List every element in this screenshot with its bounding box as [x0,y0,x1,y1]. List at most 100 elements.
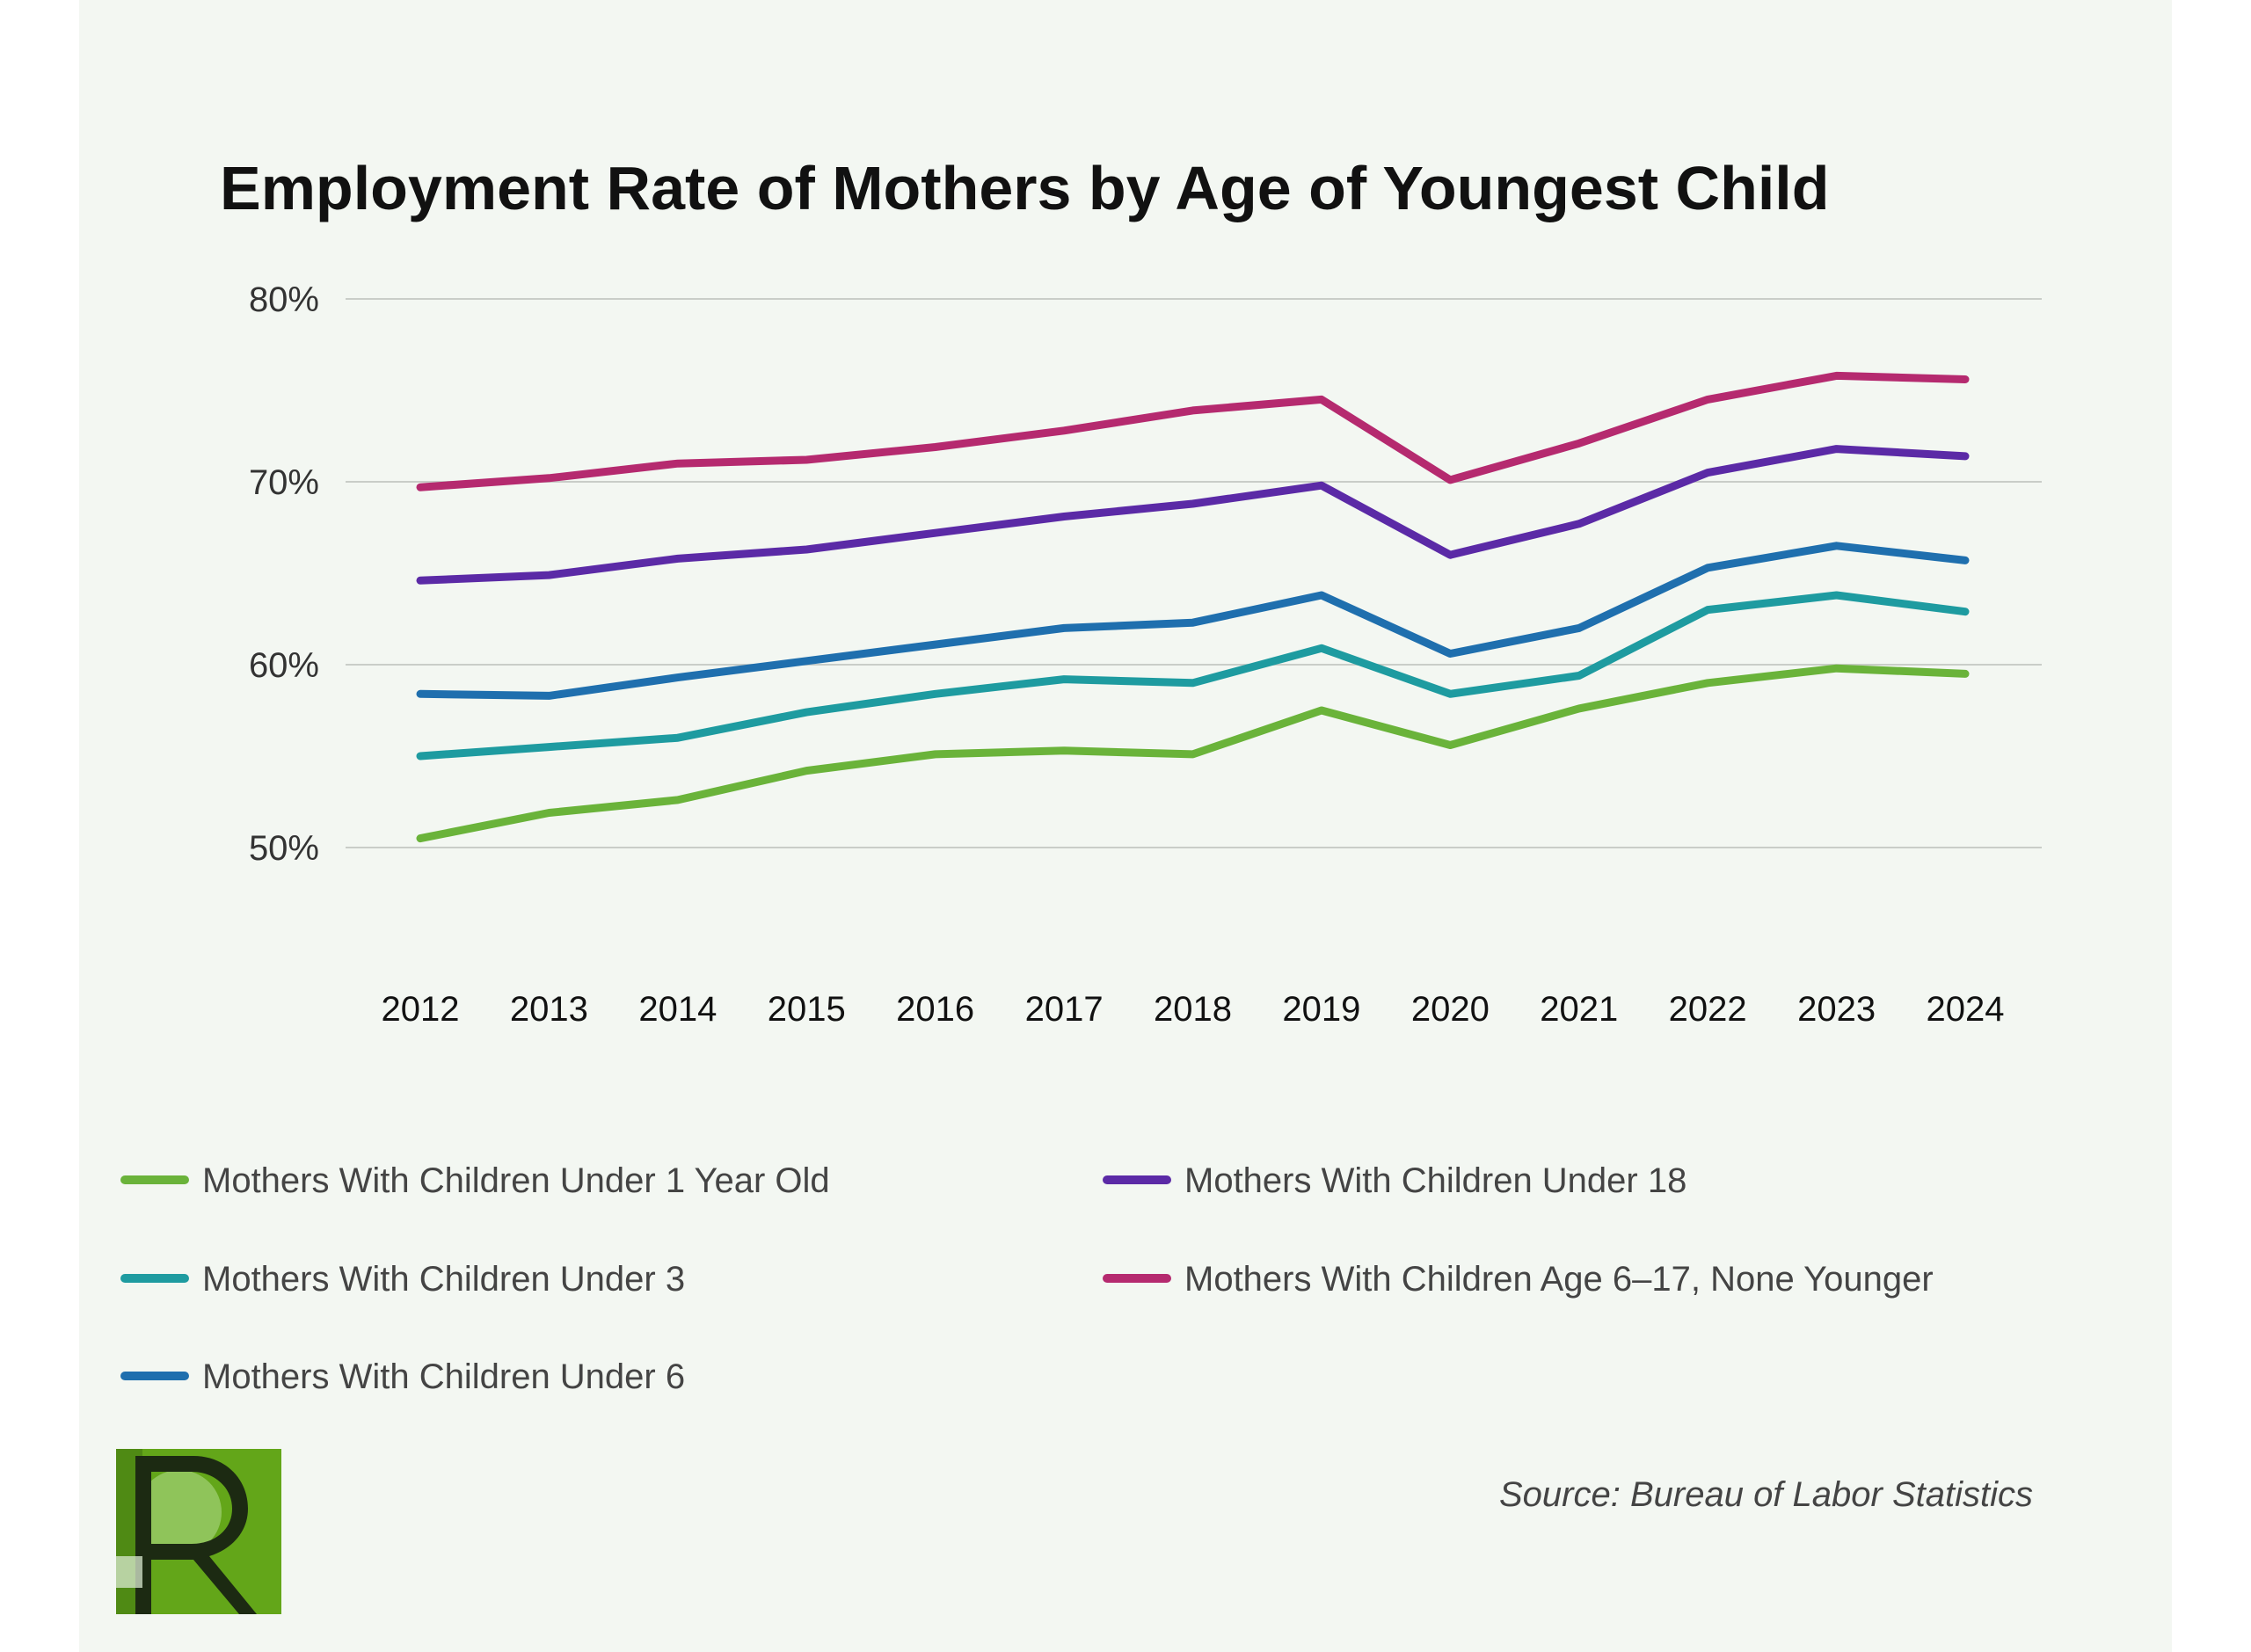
data-point [676,557,679,560]
data-point [1320,398,1322,401]
data-point [805,459,808,462]
series-line [416,664,1970,843]
data-point [676,676,679,679]
data-point [419,693,421,695]
line-chart: Employment Rate of Mothers by Age of You… [116,154,2042,1614]
series-line [416,542,1970,700]
data-point [1577,522,1580,525]
data-point [1063,627,1066,630]
legend-item: Mothers With Children Under 1 Year Old [120,1161,830,1200]
legend-label: Mothers With Children Age 6–17, None You… [1184,1260,1934,1299]
series-group [416,445,1970,585]
x-tick-label: 2015 [768,990,846,1029]
data-point [1449,744,1452,746]
x-tick-label: 2019 [1282,990,1360,1029]
legend: Mothers With Children Under 1 Year Old Mo… [120,1161,1934,1396]
series-group [416,664,1970,843]
legend-item: Mothers With Children Under 6 [120,1357,685,1396]
data-point [548,811,550,814]
chart-title: Employment Rate of Mothers by Age of You… [220,154,1830,222]
data-point [1577,627,1580,630]
data-point [934,753,936,755]
source-note: Source: Bureau of Labor Statistics [1499,1475,2033,1514]
data-point [934,644,936,646]
data-point [676,462,679,465]
data-point [1449,693,1452,695]
data-point [805,548,808,550]
data-point [548,477,550,479]
series-lines [416,371,1970,843]
data-point [1320,593,1322,596]
data-point [1835,375,1838,377]
data-point [1964,559,1966,562]
data-point [1835,448,1838,450]
y-tick-label: 80% [249,280,319,319]
data-point [1707,471,1709,474]
x-tick-label: 2014 [638,990,717,1029]
gridlines [346,298,2042,848]
data-point [1063,678,1066,680]
data-point [805,711,808,714]
data-point [1320,647,1322,650]
data-point [676,737,679,739]
x-tick-label: 2013 [510,990,588,1029]
data-point [1964,610,1966,613]
legend-item: Mothers With Children Under 3 [120,1260,685,1299]
data-point [934,446,936,448]
data-point [1191,622,1194,624]
logo-letter-r [135,1456,257,1614]
data-point [1835,593,1838,596]
data-point [548,695,550,697]
x-axis-ticks: 2012 2013 2014 2015 2016 2017 2018 2019 2020 2021… [382,990,2005,1029]
series-group [416,542,1970,700]
series-group [416,371,1970,491]
legend-label: Mothers With Children Under 3 [202,1260,685,1299]
data-point [548,574,550,577]
data-point [1320,484,1322,487]
data-point [1835,544,1838,547]
legend-label: Mothers With Children Under 18 [1184,1161,1686,1200]
legend-item: Mothers With Children Under 18 [1103,1161,1686,1200]
data-point [419,837,421,840]
data-point [1191,753,1194,755]
y-tick-label: 70% [249,463,319,502]
y-axis-ticks: 50% 60% 70% 80% [249,280,319,868]
x-tick-label: 2024 [1927,990,2005,1029]
data-point [1577,442,1580,445]
x-tick-label: 2012 [382,990,460,1029]
data-point [1449,554,1452,557]
data-point [934,693,936,695]
logo [116,1449,281,1614]
data-point [1577,707,1580,710]
data-point [1063,515,1066,518]
legend-item: Mothers With Children Age 6–17, None You… [1103,1260,1934,1299]
data-point [1707,398,1709,401]
data-point [1707,566,1709,569]
logo-bowl-light [137,1470,222,1554]
data-point [1835,667,1838,670]
x-tick-label: 2023 [1797,990,1876,1029]
data-point [419,486,421,489]
y-tick-label: 60% [249,646,319,685]
logo-highlight [116,1556,142,1588]
data-point [1191,409,1194,411]
data-point [1063,749,1066,752]
chart-card: Employment Rate of Mothers by Age of You… [79,0,2172,1652]
legend-label: Mothers With Children Under 6 [202,1357,685,1396]
y-tick-label: 50% [249,829,319,868]
data-point [1964,378,1966,381]
data-point [676,798,679,801]
data-point [805,769,808,772]
data-point [934,532,936,535]
legend-label: Mothers With Children Under 1 Year Old [202,1161,830,1200]
x-tick-label: 2017 [1025,990,1104,1029]
data-point [1577,674,1580,677]
data-point [1320,710,1322,711]
x-tick-label: 2018 [1154,990,1232,1029]
data-point [805,659,808,662]
series-group [416,591,1970,761]
x-tick-label: 2022 [1669,990,1747,1029]
x-tick-label: 2016 [896,990,974,1029]
data-point [1191,502,1194,505]
data-point [419,579,421,582]
